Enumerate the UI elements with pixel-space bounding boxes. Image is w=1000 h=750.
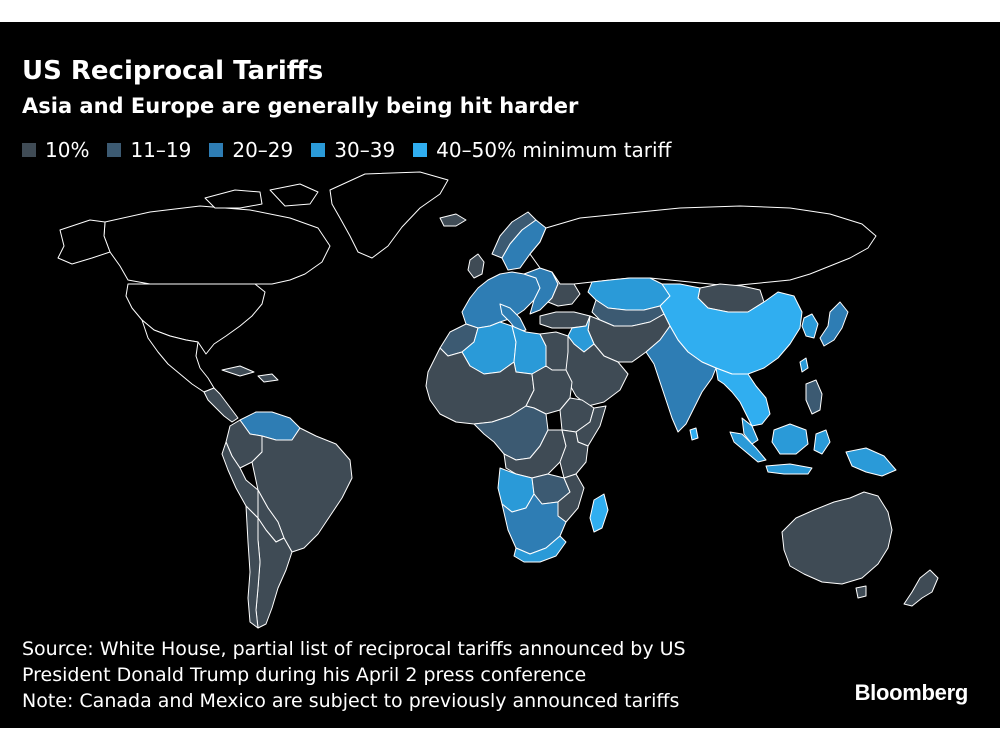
region-madagascar <box>589 493 609 533</box>
chart-subtitle: Asia and Europe are generally being hit … <box>22 94 579 118</box>
region-canada <box>103 205 331 285</box>
region-iceland <box>439 213 467 227</box>
legend: 10% 11–19 20–29 30–39 40–50% minimum tar… <box>22 136 689 164</box>
legend-item-40-50: 40–50% minimum tariff <box>413 138 671 162</box>
region-caribbean <box>221 365 255 377</box>
chart-title: US Reciprocal Tariffs <box>22 56 324 86</box>
legend-item-10: 10% <box>22 138 89 162</box>
source-line: Source: White House, partial list of rec… <box>22 638 686 660</box>
region-eu-west <box>461 271 541 329</box>
legend-swatch <box>209 143 224 157</box>
region-malaysia <box>741 417 759 445</box>
legend-label: 40–50% minimum tariff <box>436 138 672 162</box>
region-tasmania <box>855 585 867 599</box>
region-taiwan <box>799 357 809 373</box>
legend-label: 20–29 <box>232 138 294 162</box>
region-caribbean <box>257 373 279 383</box>
region-turkey <box>539 311 591 329</box>
region-eastern-europe <box>547 271 581 307</box>
region-chile <box>245 505 261 629</box>
legend-swatch <box>22 143 36 157</box>
region-indonesia-java <box>765 463 813 475</box>
chart-panel: US Reciprocal Tariffs Asia and Europe ar… <box>0 22 1000 728</box>
legend-label: 11–19 <box>130 138 192 162</box>
region-south-africa <box>513 535 567 563</box>
legend-item-11-19: 11–19 <box>107 138 191 162</box>
legend-item-20-29: 20–29 <box>209 138 293 162</box>
region-korea <box>801 313 819 339</box>
region-indonesia-sumatra <box>729 431 767 463</box>
legend-swatch <box>311 143 326 157</box>
region-central-america <box>203 387 239 423</box>
region-southeast-asia <box>715 367 771 427</box>
legend-swatch <box>413 143 428 157</box>
region-borneo <box>771 423 809 455</box>
world-map <box>57 171 939 629</box>
note-line: Note: Canada and Mexico are subject to p… <box>22 690 680 712</box>
region-greenland <box>329 171 449 259</box>
region-india <box>645 325 717 433</box>
region-new-guinea <box>845 447 897 477</box>
source-note: Source: White House, partial list of rec… <box>22 636 842 714</box>
region-arctic-islands <box>204 189 263 209</box>
region-sri-lanka <box>689 427 699 441</box>
region-mexico <box>141 319 215 393</box>
legend-label: 30–39 <box>334 138 396 162</box>
region-australia <box>781 491 893 585</box>
region-arctic-islands <box>269 183 319 207</box>
region-libya <box>511 325 547 375</box>
source-line: President Donald Trump during his April … <box>22 664 587 686</box>
bloomberg-logo: Bloomberg <box>854 680 969 705</box>
legend-label: 10% <box>45 138 90 162</box>
region-philippines <box>805 379 823 415</box>
region-new-zealand <box>903 569 939 607</box>
region-east-africa <box>559 429 589 479</box>
region-russia <box>529 205 877 287</box>
region-alaska <box>57 219 111 265</box>
legend-item-30-39: 30–39 <box>311 138 395 162</box>
region-japan <box>819 301 849 347</box>
legend-swatch <box>107 143 122 157</box>
region-uk <box>467 253 485 279</box>
region-sulawesi <box>813 429 831 455</box>
